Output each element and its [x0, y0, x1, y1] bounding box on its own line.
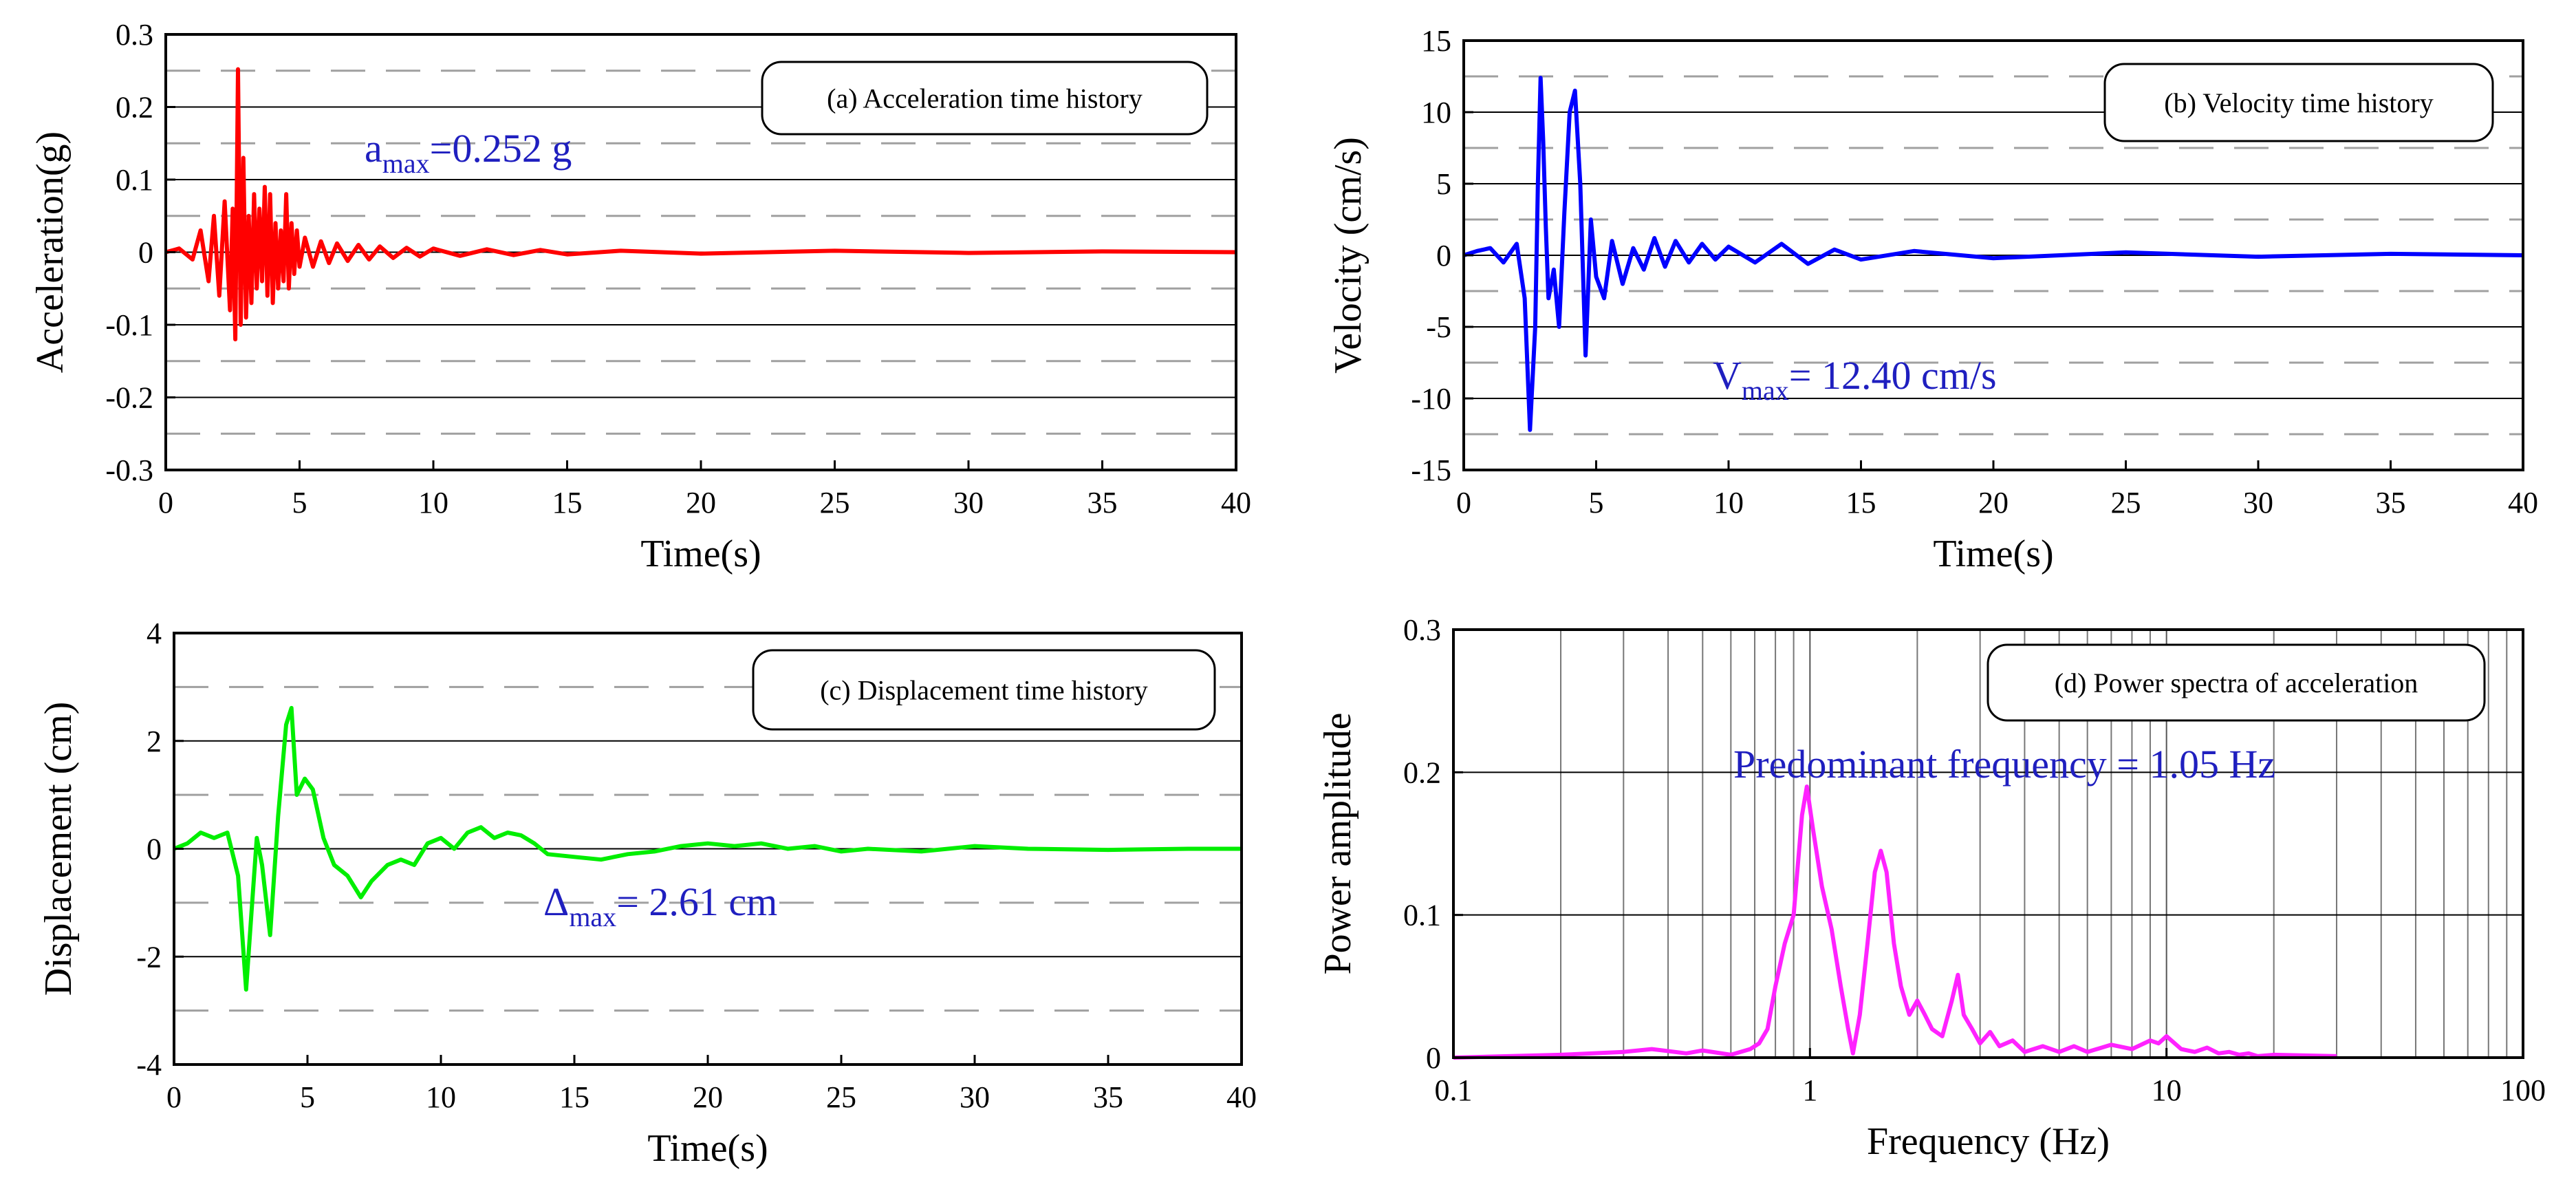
y-tick-label: -0.1	[105, 308, 153, 342]
y-tick-label: 2	[147, 725, 162, 758]
x-tick-label: 40	[2508, 486, 2538, 520]
chart-title: (c) Displacement time history	[820, 675, 1148, 706]
y-axis-label: Displacement (cm)	[37, 702, 80, 996]
y-tick-label: 4	[147, 617, 162, 650]
x-tick-label: 25	[820, 486, 850, 520]
title-box	[752, 649, 1216, 731]
x-tick-label: 5	[292, 486, 307, 520]
y-tick-label: -10	[1411, 382, 1451, 416]
y-tick-label: -0.3	[105, 453, 153, 487]
annotation-main: Δ	[543, 879, 569, 924]
x-tick-label: 0.1	[1435, 1073, 1473, 1107]
chart-title: (d) Power spectra of acceleration	[2055, 667, 2418, 698]
annotation-value: =0.252 g	[430, 126, 572, 171]
annotation-subscript: max	[569, 901, 616, 932]
x-tick-label: 35	[1087, 486, 1118, 520]
x-tick-label: 0	[166, 1080, 182, 1114]
y-tick-label: 0	[1426, 1041, 1441, 1075]
x-tick-label: 40	[1221, 486, 1251, 520]
y-tick-label: 5	[1436, 167, 1451, 201]
y-axis-label: Acceleration(g)	[29, 131, 72, 373]
y-tick-label: 0	[147, 833, 162, 866]
y-tick-label: 0.3	[1403, 613, 1441, 647]
y-tick-label: -5	[1426, 310, 1451, 344]
x-tick-label: 40	[1226, 1080, 1257, 1114]
y-tick-label: 15	[1421, 24, 1451, 58]
annotation-value: = 2.61 cm	[616, 879, 777, 924]
x-tick-label: 10	[2152, 1073, 2182, 1107]
y-axis-label: Velocity (cm/s)	[1327, 137, 1370, 374]
x-tick-label: 5	[1589, 486, 1604, 520]
y-tick-label: 0.2	[116, 91, 153, 125]
chart-panel-c: 0 5 10 15 20 25 30 35 40420-2-4Time(s)Displaceme…	[37, 617, 1257, 1170]
x-tick-label: 15	[559, 1080, 589, 1114]
y-tick-label: 0.3	[116, 18, 153, 52]
annotation-main: Predominant frequency = 1.05 Hz	[1733, 742, 2275, 787]
y-tick-label: -2	[136, 940, 162, 974]
annotation-text: Δmax= 2.61 cm	[543, 879, 777, 932]
title-box	[2103, 63, 2494, 142]
x-tick-label: 30	[2243, 486, 2273, 520]
x-axis-label: Time(s)	[640, 533, 761, 575]
x-tick-label: 100	[2500, 1073, 2546, 1107]
y-tick-label: 0.1	[1403, 899, 1441, 932]
x-tick-label: 35	[2376, 486, 2406, 520]
y-tick-label: 10	[1421, 96, 1451, 129]
chart-panel-a: 0 5 10 15 20 25 30 35 40 0.3 0.2 0.1 0 -0.1 -0.2 -0.3 Ti…	[29, 18, 1251, 575]
y-tick-label: 0	[1436, 239, 1451, 272]
y-tick-label: 0.2	[1403, 756, 1441, 789]
x-tick-label: 35	[1093, 1080, 1123, 1114]
x-tick-label: 20	[693, 1080, 723, 1114]
x-tick-label: 10	[418, 486, 448, 520]
y-tick-label: 0	[138, 236, 153, 270]
x-tick-label: 5	[300, 1080, 315, 1114]
chart-title: (b) Velocity time history	[2164, 87, 2433, 118]
annotation-main: a	[365, 126, 382, 171]
y-axis-label: Power amplitude	[1317, 712, 1359, 974]
x-tick-label: 1	[1802, 1073, 1817, 1107]
x-tick-label: 20	[686, 486, 716, 520]
x-tick-label: 15	[1846, 486, 1876, 520]
plot-frame	[1452, 628, 2524, 1059]
x-axis-label: Frequency (Hz)	[1867, 1120, 2110, 1163]
x-tick-label: 20	[1978, 486, 2009, 520]
series-line-power-spectrum	[1453, 784, 2337, 1060]
annotation-main: V	[1713, 353, 1742, 398]
annotation-text: Predominant frequency = 1.05 Hz	[1733, 742, 2275, 787]
x-axis-label: Time(s)	[1933, 533, 2053, 575]
chart-panel-b: 0 5 10 15 20 25 30 35 40 15 10 5 0 -5 -10 -15 Time(s) Vel…	[1327, 24, 2538, 575]
x-tick-label: 30	[960, 1080, 990, 1114]
annotation-subscript: max	[1742, 375, 1789, 406]
series-line-velocity	[1463, 76, 2524, 432]
x-tick-label: 25	[826, 1080, 856, 1114]
series-line-displacement	[173, 705, 1242, 992]
title-box	[761, 61, 1209, 136]
x-axis-label: Time(s)	[647, 1127, 768, 1170]
x-tick-label: 30	[953, 486, 984, 520]
annotation-text: Vmax= 12.40 cm/s	[1713, 353, 1997, 406]
x-tick-label: 15	[552, 486, 583, 520]
x-tick-label: 25	[2111, 486, 2141, 520]
annotation-value: = 12.40 cm/s	[1789, 353, 1997, 398]
x-tick-label: 0	[158, 486, 173, 520]
y-tick-label: 0.1	[116, 163, 153, 197]
chart-title: (a) Acceleration time history	[827, 83, 1143, 114]
y-tick-label: -15	[1411, 453, 1451, 487]
series-line-acceleration	[165, 67, 1237, 342]
annotation-subscript: max	[382, 148, 430, 179]
title-box	[1987, 643, 2486, 722]
y-tick-label: -0.2	[105, 381, 153, 415]
annotation-text: amax=0.252 g	[365, 126, 572, 179]
x-tick-label: 10	[426, 1080, 456, 1114]
x-tick-label: 10	[1713, 486, 1744, 520]
y-tick-label: -4	[136, 1048, 162, 1082]
x-tick-label: 0	[1456, 486, 1471, 520]
